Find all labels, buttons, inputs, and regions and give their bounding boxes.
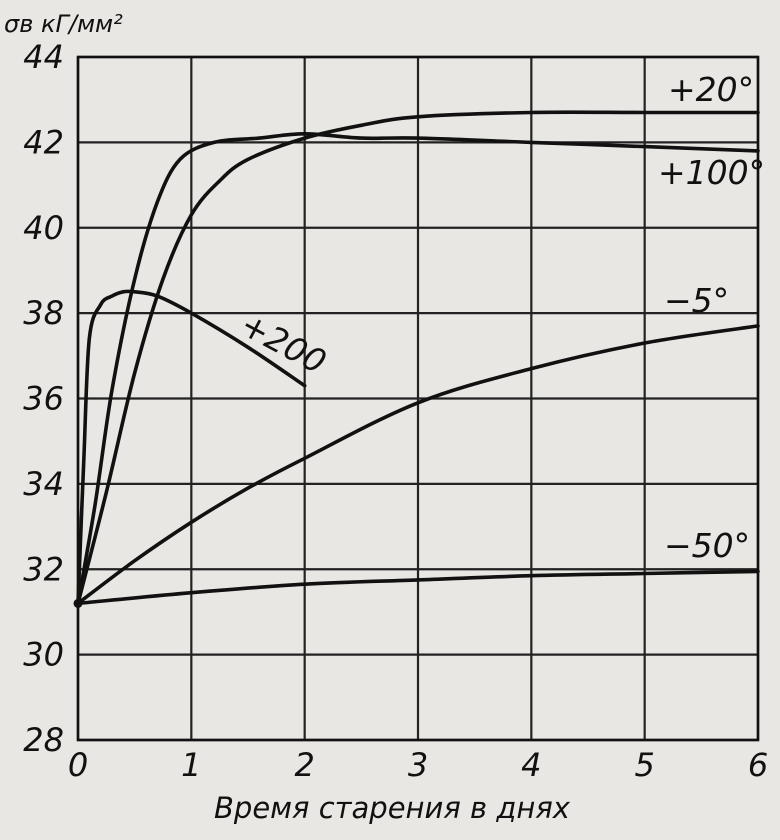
y-tick-label: 42 bbox=[23, 123, 64, 161]
x-tick-label: 0 bbox=[68, 746, 88, 784]
x-tick-label: 4 bbox=[521, 746, 541, 784]
series-line-2 bbox=[76, 289, 307, 606]
series-line-0 bbox=[76, 110, 760, 606]
y-axis-label: σв кГ/мм² bbox=[4, 10, 123, 38]
y-tick-label: 40 bbox=[23, 209, 64, 247]
x-axis-label: Время старения в днях bbox=[214, 791, 571, 825]
series-line-1 bbox=[76, 132, 760, 606]
plot-frame bbox=[76, 55, 760, 742]
y-tick-label: 30 bbox=[23, 636, 64, 674]
y-tick-label: 28 bbox=[23, 721, 64, 759]
series-label-3: −5° bbox=[664, 281, 729, 320]
curves bbox=[73, 110, 760, 608]
y-tick-label: 36 bbox=[23, 380, 64, 418]
x-tick-label: 6 bbox=[748, 746, 768, 784]
grid bbox=[76, 55, 760, 742]
series-label-4: −50° bbox=[664, 526, 750, 565]
series-label-1: +100° bbox=[658, 153, 765, 192]
series-line-3 bbox=[76, 324, 760, 606]
series-label-0: +20° bbox=[668, 70, 754, 109]
origin-point bbox=[73, 598, 83, 608]
x-tick-label: 2 bbox=[294, 746, 314, 784]
series-labels: +20°+100°+200−5°−50° bbox=[234, 70, 765, 565]
y-tick-label: 32 bbox=[23, 550, 64, 588]
x-tick-label: 5 bbox=[634, 746, 654, 784]
x-tick-label: 1 bbox=[181, 746, 201, 784]
y-tick-label: 34 bbox=[23, 465, 64, 503]
y-tick-label: 44 bbox=[23, 38, 64, 76]
series-line-4 bbox=[76, 569, 760, 606]
y-tick-label: 38 bbox=[23, 294, 64, 332]
x-tick-label: 3 bbox=[408, 746, 428, 784]
